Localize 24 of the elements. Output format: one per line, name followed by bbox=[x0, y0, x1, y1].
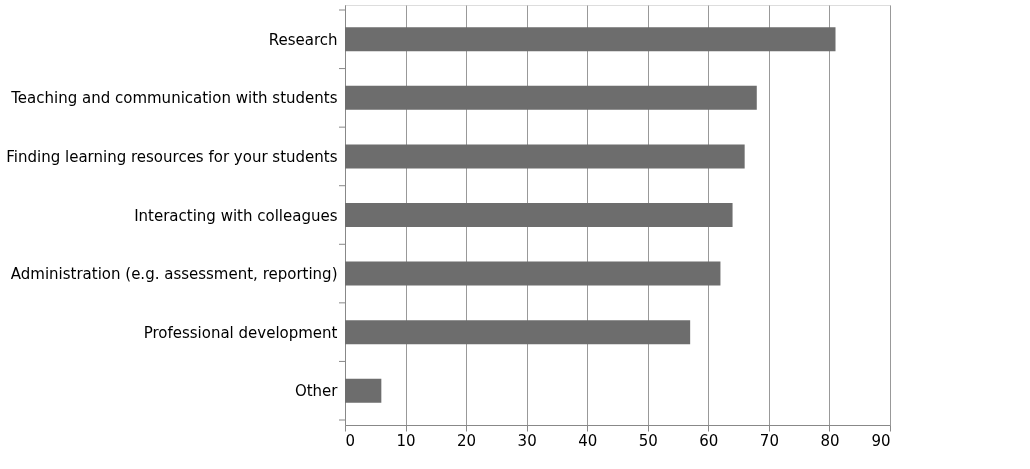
bar bbox=[345, 378, 382, 403]
y-tick-label: Other bbox=[294, 382, 339, 401]
x-tick-label: 70 bbox=[759, 431, 779, 450]
x-tick-label: 90 bbox=[871, 431, 891, 450]
x-tick-label: 20 bbox=[457, 431, 477, 450]
bar bbox=[345, 320, 691, 345]
x-tick-label: 0 bbox=[345, 431, 356, 450]
x-tick-label: 30 bbox=[517, 431, 537, 450]
x-tick-label: 60 bbox=[699, 431, 719, 450]
y-tick-label: Finding learning resources for your students bbox=[6, 147, 338, 166]
bar bbox=[345, 203, 733, 227]
x-tick-label: 50 bbox=[638, 431, 658, 450]
bar bbox=[345, 27, 836, 52]
bar bbox=[345, 144, 745, 169]
x-tick-label: 80 bbox=[820, 431, 840, 450]
y-tick-label: Teaching and communication with students bbox=[10, 89, 338, 108]
y-tick-label: Professional development bbox=[143, 323, 338, 342]
x-tick-label: 40 bbox=[578, 431, 598, 450]
y-tick-label: Administration (e.g. assessment, reporting) bbox=[10, 265, 338, 284]
bar bbox=[345, 85, 757, 110]
y-tick-label: Research bbox=[268, 30, 338, 49]
y-tick-label: Interacting with colleagues bbox=[134, 206, 338, 225]
x-tick-label: 10 bbox=[396, 431, 416, 450]
bar bbox=[345, 261, 721, 286]
